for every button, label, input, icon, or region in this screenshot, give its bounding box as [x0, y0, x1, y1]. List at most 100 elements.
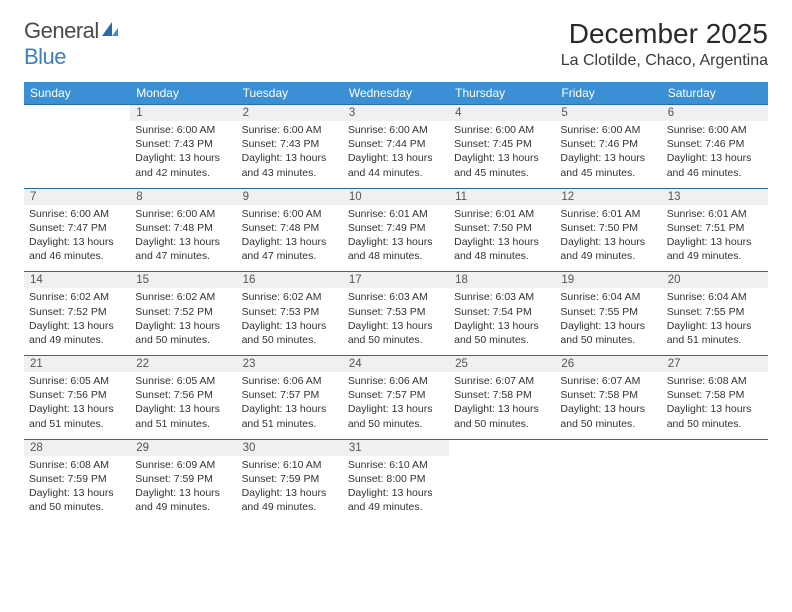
sun-info: Sunrise: 6:10 AMSunset: 7:59 PMDaylight:…	[242, 458, 338, 515]
day-number-cell: 28	[24, 439, 130, 456]
day-info-cell	[555, 456, 661, 523]
weekday-header: Wednesday	[343, 82, 449, 105]
day-number-row: 28293031	[24, 439, 768, 456]
day-number-cell: 20	[662, 272, 768, 289]
day-info-cell: Sunrise: 6:02 AMSunset: 7:53 PMDaylight:…	[237, 288, 343, 355]
weekday-header-row: SundayMondayTuesdayWednesdayThursdayFrid…	[24, 82, 768, 105]
sun-info: Sunrise: 6:04 AMSunset: 7:55 PMDaylight:…	[667, 290, 763, 347]
day-number-cell: 3	[343, 105, 449, 122]
day-info-row: Sunrise: 6:00 AMSunset: 7:43 PMDaylight:…	[24, 121, 768, 188]
day-number-row: 78910111213	[24, 188, 768, 205]
day-info-cell: Sunrise: 6:05 AMSunset: 7:56 PMDaylight:…	[24, 372, 130, 439]
day-info-cell: Sunrise: 6:10 AMSunset: 7:59 PMDaylight:…	[237, 456, 343, 523]
day-number-cell: 27	[662, 356, 768, 373]
sun-info: Sunrise: 6:00 AMSunset: 7:43 PMDaylight:…	[135, 123, 231, 180]
sun-info: Sunrise: 6:01 AMSunset: 7:50 PMDaylight:…	[454, 207, 550, 264]
day-info-row: Sunrise: 6:08 AMSunset: 7:59 PMDaylight:…	[24, 456, 768, 523]
day-number-cell: 25	[449, 356, 555, 373]
day-info-cell: Sunrise: 6:01 AMSunset: 7:50 PMDaylight:…	[555, 205, 661, 272]
day-number-cell: 18	[449, 272, 555, 289]
day-number-cell: 23	[237, 356, 343, 373]
sun-info: Sunrise: 6:08 AMSunset: 7:58 PMDaylight:…	[667, 374, 763, 431]
day-info-cell: Sunrise: 6:00 AMSunset: 7:46 PMDaylight:…	[555, 121, 661, 188]
day-info-cell: Sunrise: 6:04 AMSunset: 7:55 PMDaylight:…	[555, 288, 661, 355]
day-number-cell: 1	[130, 105, 236, 122]
sun-info: Sunrise: 6:04 AMSunset: 7:55 PMDaylight:…	[560, 290, 656, 347]
logo-part1: General	[24, 18, 99, 43]
day-number-cell: 12	[555, 188, 661, 205]
sun-info: Sunrise: 6:01 AMSunset: 7:51 PMDaylight:…	[667, 207, 763, 264]
sun-info: Sunrise: 6:07 AMSunset: 7:58 PMDaylight:…	[454, 374, 550, 431]
sun-info: Sunrise: 6:05 AMSunset: 7:56 PMDaylight:…	[135, 374, 231, 431]
day-info-cell: Sunrise: 6:04 AMSunset: 7:55 PMDaylight:…	[662, 288, 768, 355]
sun-info: Sunrise: 6:07 AMSunset: 7:58 PMDaylight:…	[560, 374, 656, 431]
header: GeneralBlue December 2025 La Clotilde, C…	[24, 18, 768, 70]
day-info-cell: Sunrise: 6:00 AMSunset: 7:47 PMDaylight:…	[24, 205, 130, 272]
sun-info: Sunrise: 6:02 AMSunset: 7:52 PMDaylight:…	[29, 290, 125, 347]
day-number-cell: 7	[24, 188, 130, 205]
sun-info: Sunrise: 6:02 AMSunset: 7:53 PMDaylight:…	[242, 290, 338, 347]
day-info-cell	[449, 456, 555, 523]
day-info-cell: Sunrise: 6:08 AMSunset: 7:59 PMDaylight:…	[24, 456, 130, 523]
day-info-row: Sunrise: 6:05 AMSunset: 7:56 PMDaylight:…	[24, 372, 768, 439]
day-info-cell	[662, 456, 768, 523]
sun-info: Sunrise: 6:05 AMSunset: 7:56 PMDaylight:…	[29, 374, 125, 431]
day-info-cell: Sunrise: 6:06 AMSunset: 7:57 PMDaylight:…	[343, 372, 449, 439]
day-info-cell: Sunrise: 6:00 AMSunset: 7:48 PMDaylight:…	[130, 205, 236, 272]
day-number-cell	[449, 439, 555, 456]
day-number-cell: 2	[237, 105, 343, 122]
sun-info: Sunrise: 6:06 AMSunset: 7:57 PMDaylight:…	[348, 374, 444, 431]
weekday-header: Saturday	[662, 82, 768, 105]
sun-info: Sunrise: 6:00 AMSunset: 7:48 PMDaylight:…	[135, 207, 231, 264]
sun-info: Sunrise: 6:02 AMSunset: 7:52 PMDaylight:…	[135, 290, 231, 347]
day-number-cell: 13	[662, 188, 768, 205]
weekday-header: Thursday	[449, 82, 555, 105]
day-number-cell: 11	[449, 188, 555, 205]
day-number-cell: 30	[237, 439, 343, 456]
calendar-body: 123456 Sunrise: 6:00 AMSunset: 7:43 PMDa…	[24, 105, 768, 523]
sun-info: Sunrise: 6:00 AMSunset: 7:46 PMDaylight:…	[560, 123, 656, 180]
day-number-cell: 17	[343, 272, 449, 289]
day-number-row: 14151617181920	[24, 272, 768, 289]
day-info-row: Sunrise: 6:00 AMSunset: 7:47 PMDaylight:…	[24, 205, 768, 272]
calendar-table: SundayMondayTuesdayWednesdayThursdayFrid…	[24, 82, 768, 522]
day-info-cell: Sunrise: 6:00 AMSunset: 7:46 PMDaylight:…	[662, 121, 768, 188]
day-info-cell: Sunrise: 6:08 AMSunset: 7:58 PMDaylight:…	[662, 372, 768, 439]
day-number-cell: 29	[130, 439, 236, 456]
sun-info: Sunrise: 6:06 AMSunset: 7:57 PMDaylight:…	[242, 374, 338, 431]
weekday-header: Friday	[555, 82, 661, 105]
sun-info: Sunrise: 6:01 AMSunset: 7:50 PMDaylight:…	[560, 207, 656, 264]
day-info-cell: Sunrise: 6:02 AMSunset: 7:52 PMDaylight:…	[24, 288, 130, 355]
title-block: December 2025 La Clotilde, Chaco, Argent…	[561, 18, 768, 70]
sun-info: Sunrise: 6:03 AMSunset: 7:54 PMDaylight:…	[454, 290, 550, 347]
day-number-cell: 21	[24, 356, 130, 373]
sun-info: Sunrise: 6:01 AMSunset: 7:49 PMDaylight:…	[348, 207, 444, 264]
day-number-cell	[555, 439, 661, 456]
sun-info: Sunrise: 6:10 AMSunset: 8:00 PMDaylight:…	[348, 458, 444, 515]
day-number-cell	[24, 105, 130, 122]
page-title: December 2025	[561, 18, 768, 50]
logo: GeneralBlue	[24, 18, 121, 70]
day-number-cell: 16	[237, 272, 343, 289]
day-info-cell: Sunrise: 6:00 AMSunset: 7:45 PMDaylight:…	[449, 121, 555, 188]
day-info-row: Sunrise: 6:02 AMSunset: 7:52 PMDaylight:…	[24, 288, 768, 355]
sun-info: Sunrise: 6:00 AMSunset: 7:46 PMDaylight:…	[667, 123, 763, 180]
day-info-cell: Sunrise: 6:03 AMSunset: 7:53 PMDaylight:…	[343, 288, 449, 355]
day-info-cell: Sunrise: 6:00 AMSunset: 7:43 PMDaylight:…	[130, 121, 236, 188]
day-info-cell: Sunrise: 6:01 AMSunset: 7:51 PMDaylight:…	[662, 205, 768, 272]
day-number-cell: 6	[662, 105, 768, 122]
day-number-cell: 9	[237, 188, 343, 205]
day-number-cell: 5	[555, 105, 661, 122]
sun-info: Sunrise: 6:00 AMSunset: 7:44 PMDaylight:…	[348, 123, 444, 180]
day-info-cell	[24, 121, 130, 188]
day-number-cell: 19	[555, 272, 661, 289]
sun-info: Sunrise: 6:03 AMSunset: 7:53 PMDaylight:…	[348, 290, 444, 347]
day-number-cell: 15	[130, 272, 236, 289]
day-number-cell: 4	[449, 105, 555, 122]
day-info-cell: Sunrise: 6:00 AMSunset: 7:43 PMDaylight:…	[237, 121, 343, 188]
day-info-cell: Sunrise: 6:09 AMSunset: 7:59 PMDaylight:…	[130, 456, 236, 523]
day-number-cell	[662, 439, 768, 456]
sun-info: Sunrise: 6:00 AMSunset: 7:48 PMDaylight:…	[242, 207, 338, 264]
day-info-cell: Sunrise: 6:01 AMSunset: 7:50 PMDaylight:…	[449, 205, 555, 272]
day-info-cell: Sunrise: 6:07 AMSunset: 7:58 PMDaylight:…	[555, 372, 661, 439]
